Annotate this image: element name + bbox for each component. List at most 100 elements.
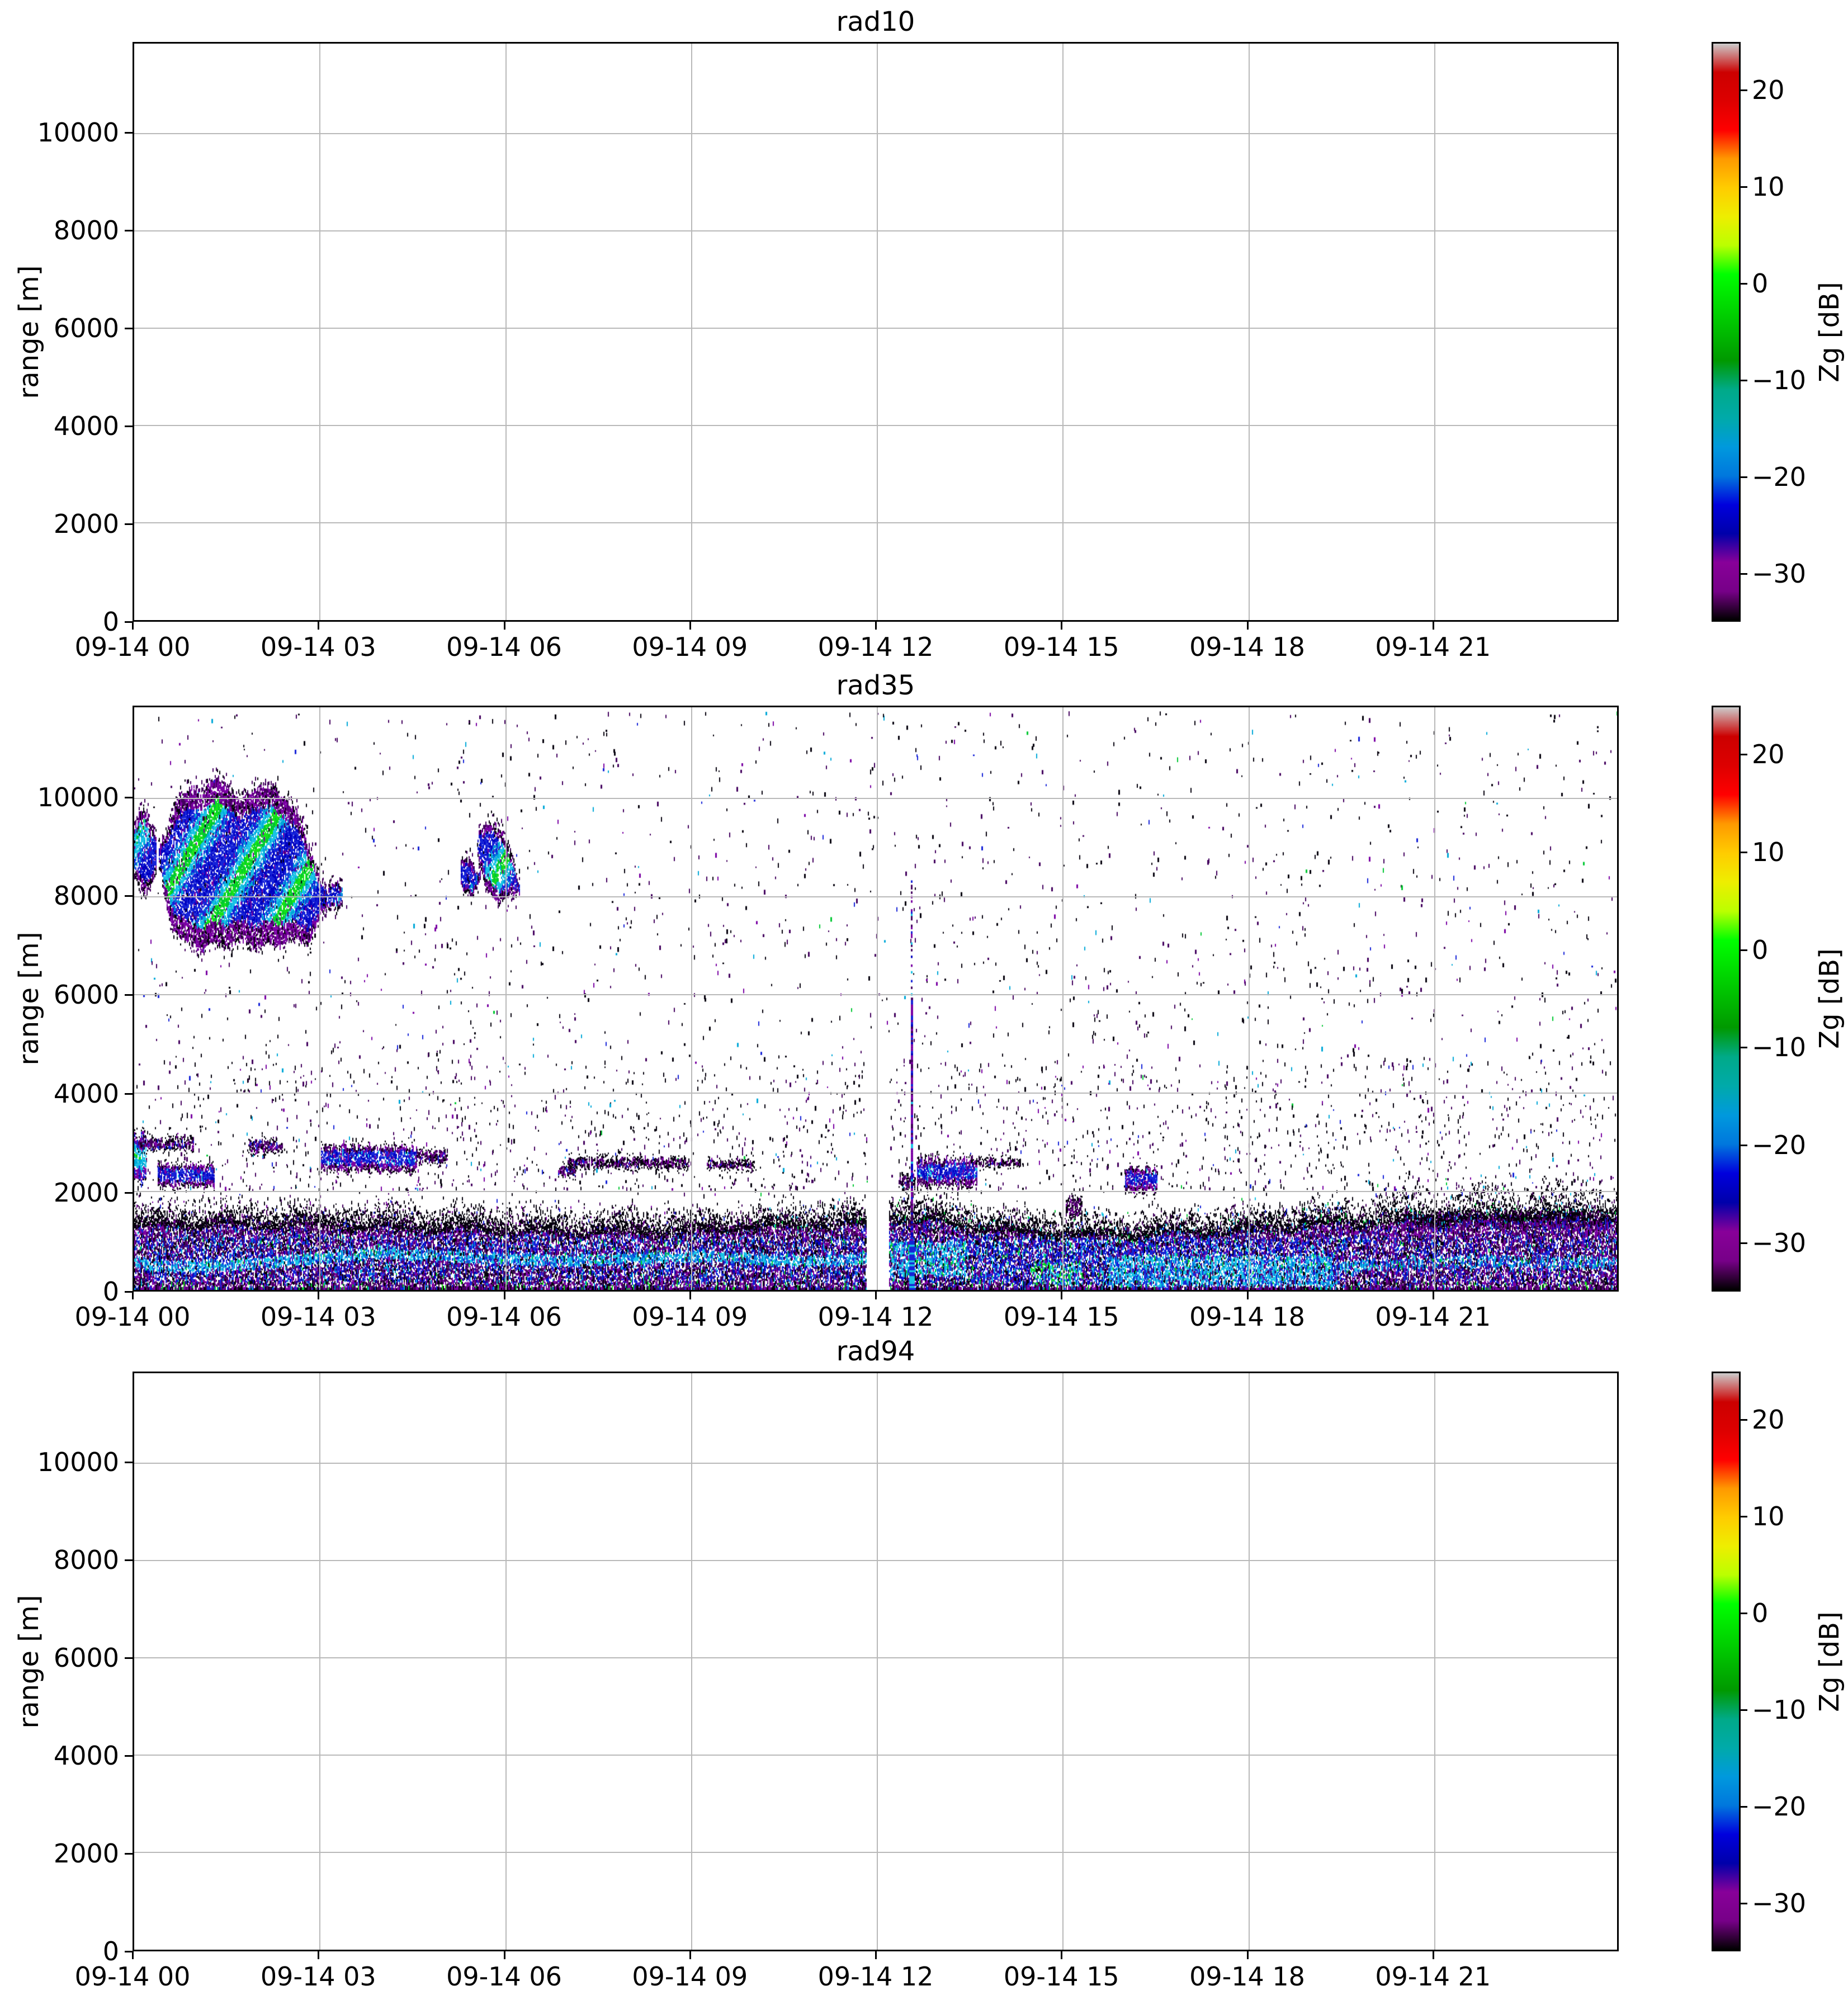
x-gridline xyxy=(1248,1373,1250,1950)
colorbar-tick-label: 10 xyxy=(1752,172,1785,202)
y-tick xyxy=(125,1461,133,1463)
x-tick xyxy=(875,1951,877,1959)
x-tick-label: 09-14 15 xyxy=(1003,1961,1119,1992)
x-tick-label: 09-14 06 xyxy=(446,1961,562,1992)
x-gridline xyxy=(691,1373,692,1950)
x-tick xyxy=(1246,622,1249,630)
x-tick-label: 09-14 09 xyxy=(632,632,748,662)
y-gridline xyxy=(134,522,1617,523)
x-tick xyxy=(1432,1951,1434,1959)
colorbar-tick xyxy=(1741,754,1747,756)
x-tick xyxy=(132,1951,134,1959)
x-tick xyxy=(1061,1292,1063,1299)
x-gridline xyxy=(1248,44,1250,620)
x-tick-label: 09-14 09 xyxy=(632,1302,748,1332)
colorbar-tick-label: 0 xyxy=(1752,1598,1769,1629)
x-tick xyxy=(689,622,691,630)
x-gridline xyxy=(1434,44,1435,620)
colorbar xyxy=(1712,706,1741,1292)
x-gridline xyxy=(1062,707,1064,1290)
colorbar-tick-label: 20 xyxy=(1752,739,1785,770)
y-gridline xyxy=(134,1191,1617,1193)
x-tick-label: 09-14 06 xyxy=(446,632,562,662)
colorbar-tick xyxy=(1741,186,1747,188)
x-tick xyxy=(503,1292,505,1299)
y-tick-label: 0 xyxy=(102,1936,119,1966)
y-tick-label: 6000 xyxy=(53,1642,119,1673)
x-tick-label: 09-14 21 xyxy=(1375,1302,1491,1332)
y-gridline xyxy=(134,1657,1617,1658)
y-tick-label: 8000 xyxy=(53,215,119,245)
y-gridline xyxy=(134,1462,1617,1464)
y-tick xyxy=(125,229,133,231)
y-axis-label: range [m] xyxy=(13,1594,45,1729)
x-tick xyxy=(1061,1951,1063,1959)
x-tick-label: 09-14 21 xyxy=(1375,632,1491,662)
y-tick xyxy=(125,895,133,897)
x-gridline xyxy=(505,1373,507,1950)
x-tick xyxy=(318,1951,320,1959)
x-tick xyxy=(1246,1292,1249,1299)
x-tick xyxy=(1432,1292,1434,1299)
y-tick-label: 2000 xyxy=(53,1178,119,1208)
colorbar-tick-label: 20 xyxy=(1752,1405,1785,1435)
y-gridline xyxy=(134,230,1617,231)
x-tick-label: 09-14 03 xyxy=(260,1302,376,1332)
y-tick xyxy=(125,1093,133,1095)
y-axis-label: range [m] xyxy=(13,264,45,399)
x-gridline xyxy=(1434,1373,1435,1950)
colorbar-tick-label: −20 xyxy=(1752,461,1807,492)
colorbar-label: Zg [dB] xyxy=(1814,948,1845,1049)
colorbar-tick-label: −20 xyxy=(1752,1791,1807,1822)
y-tick xyxy=(125,621,133,623)
y-tick-label: 10000 xyxy=(37,117,119,148)
colorbar-tick xyxy=(1741,1419,1747,1421)
colorbar-tick-label: −10 xyxy=(1752,1694,1807,1725)
x-gridline xyxy=(505,707,507,1290)
colorbar-tick xyxy=(1741,1516,1747,1518)
x-tick-label: 09-14 12 xyxy=(817,1302,934,1332)
x-tick xyxy=(503,622,505,630)
y-tick-label: 6000 xyxy=(53,313,119,343)
x-gridline xyxy=(877,1373,878,1950)
y-gridline xyxy=(134,1851,1617,1853)
y-tick xyxy=(125,327,133,329)
x-tick-label: 09-14 21 xyxy=(1375,1961,1491,1992)
colorbar-tick-label: −30 xyxy=(1752,1888,1807,1918)
x-tick-label: 09-14 12 xyxy=(817,632,934,662)
colorbar-tick xyxy=(1741,1613,1747,1615)
x-tick-label: 09-14 00 xyxy=(74,1961,191,1992)
y-tick xyxy=(125,523,133,525)
y-tick-label: 4000 xyxy=(53,1740,119,1771)
y-gridline xyxy=(134,133,1617,134)
x-tick xyxy=(875,622,877,630)
x-gridline xyxy=(1062,44,1064,620)
y-tick-label: 4000 xyxy=(53,1079,119,1109)
x-gridline xyxy=(319,44,321,620)
x-tick-label: 09-14 00 xyxy=(74,1302,191,1332)
colorbar-tick xyxy=(1741,1805,1747,1808)
colorbar-tick xyxy=(1741,1242,1747,1244)
colorbar-tick xyxy=(1741,573,1747,575)
colorbar-tick xyxy=(1741,379,1747,381)
x-gridline xyxy=(877,44,878,620)
rad35-echo-canvas xyxy=(134,707,1617,1290)
x-gridline xyxy=(877,707,878,1290)
x-gridline xyxy=(1062,1373,1064,1950)
x-tick-label: 09-14 03 xyxy=(260,632,376,662)
y-gridline xyxy=(134,1093,1617,1094)
y-tick-label: 4000 xyxy=(53,410,119,441)
x-gridline xyxy=(505,44,507,620)
y-tick-label: 6000 xyxy=(53,980,119,1010)
y-tick-label: 0 xyxy=(102,607,119,637)
plot-area xyxy=(133,42,1619,622)
x-tick xyxy=(689,1951,691,1959)
y-gridline xyxy=(134,424,1617,426)
x-tick xyxy=(503,1951,505,1959)
plot-area xyxy=(133,1372,1619,1951)
y-tick xyxy=(125,1559,133,1561)
y-tick xyxy=(125,1192,133,1194)
colorbar-tick xyxy=(1741,852,1747,853)
x-gridline xyxy=(1248,707,1250,1290)
colorbar-tick-label: −20 xyxy=(1752,1130,1807,1160)
